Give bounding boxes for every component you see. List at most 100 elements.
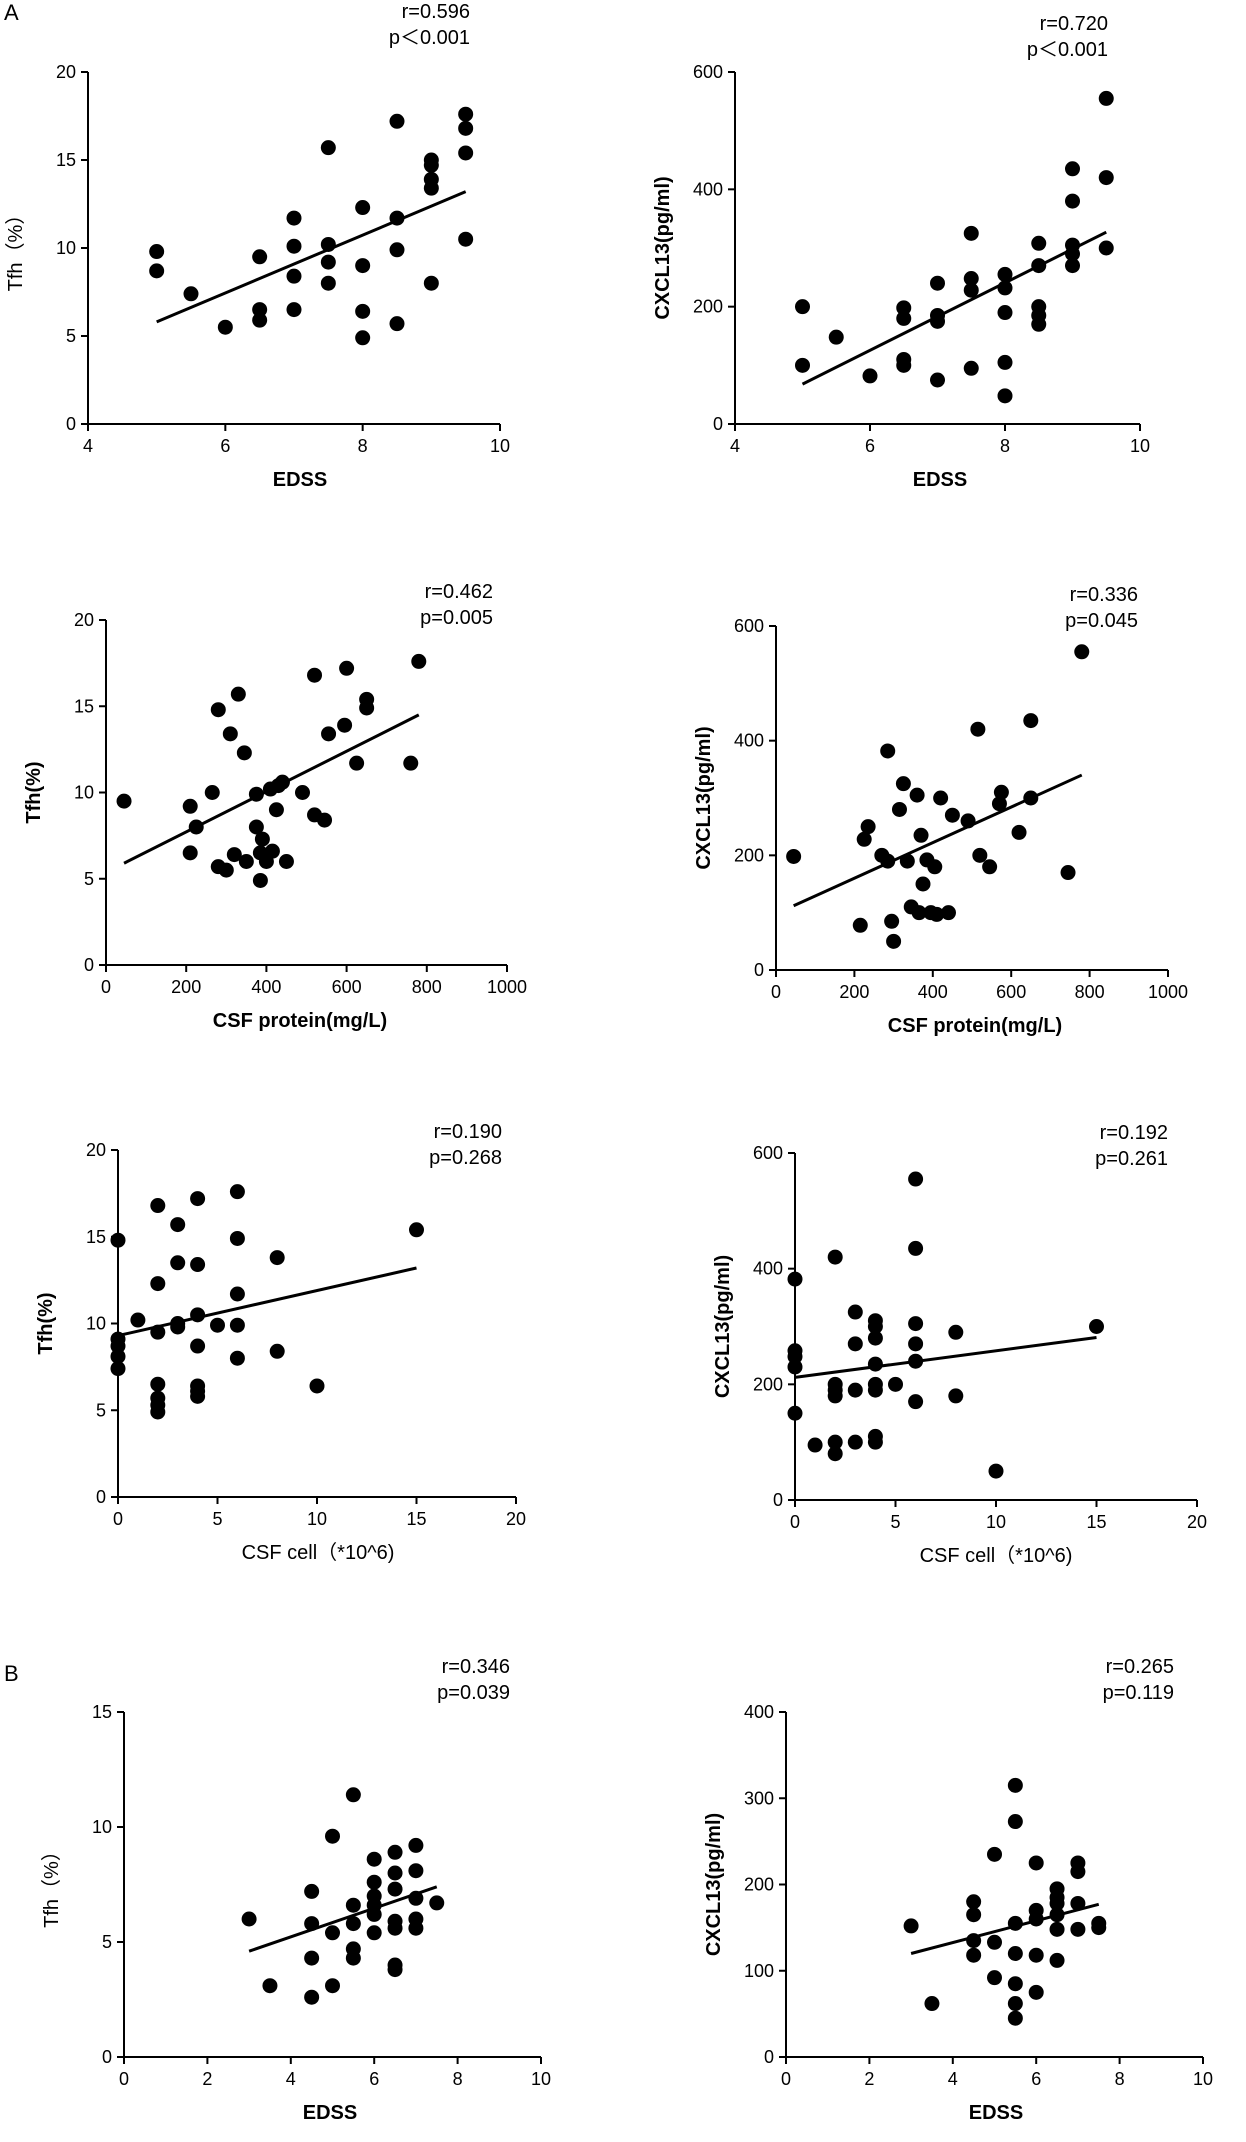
data-point <box>896 310 912 326</box>
data-point <box>149 263 165 279</box>
data-point <box>997 388 1013 404</box>
y-tick-label: 5 <box>96 1400 106 1420</box>
data-point <box>355 258 371 274</box>
chart-8: 0 2 4 6 8 100100200300400EDSSCXCL13(pg/ml)r=0… <box>703 1656 1213 2124</box>
y-tick-label: 200 <box>753 1374 783 1394</box>
x-tick-label: 10 <box>490 436 510 456</box>
x-tick-label: 200 <box>171 977 201 997</box>
regression-line <box>910 1902 1100 1955</box>
x-axis-label: CSF cell（*10^6) <box>242 1541 395 1564</box>
data-point <box>110 1348 126 1364</box>
data-point <box>229 1317 245 1333</box>
data-point <box>150 1324 166 1340</box>
data-point <box>827 1249 843 1265</box>
data-point <box>325 1828 340 1844</box>
data-point <box>787 1271 803 1287</box>
data-point <box>389 316 405 332</box>
data-point <box>867 1434 883 1450</box>
y-tick-label: 200 <box>744 1875 774 1895</box>
y-axis-label: Tfh（%） <box>40 1841 63 1928</box>
data-point <box>1007 1976 1023 1992</box>
data-point <box>891 801 907 817</box>
x-tick-label: 6 <box>369 2069 379 2089</box>
y-axis-label: Tfh(%) <box>23 761 45 823</box>
x-tick-label: 1000 <box>487 977 527 997</box>
data-point <box>987 1846 1002 1862</box>
data-point <box>940 905 956 921</box>
data-point <box>966 1933 982 1949</box>
p-value: p=0.268 <box>429 1147 502 1169</box>
r-value: r=0.596 <box>402 1 470 23</box>
data-point <box>944 807 960 823</box>
data-point <box>963 282 979 298</box>
data-point <box>1060 865 1076 881</box>
x-tick-label: 400 <box>918 982 948 1002</box>
data-point <box>345 1950 361 1966</box>
y-tick-label: 10 <box>56 238 76 258</box>
data-point <box>963 360 979 376</box>
data-point <box>1031 235 1047 251</box>
x-tick-label: 10 <box>1193 2069 1213 2089</box>
x-tick-label: 4 <box>948 2069 958 2089</box>
data-point <box>254 831 270 847</box>
data-point <box>895 776 911 792</box>
data-point <box>304 1916 320 1932</box>
data-point <box>966 1947 982 1963</box>
x-tick-label: 0 <box>119 2069 129 2089</box>
data-point <box>408 1837 424 1853</box>
x-tick-label: 5 <box>212 1509 222 1529</box>
r-value: r=0.346 <box>442 1656 510 1678</box>
data-point <box>828 329 844 345</box>
data-point <box>170 1217 186 1233</box>
data-point <box>204 785 220 800</box>
y-tick-label: 10 <box>86 1314 106 1334</box>
data-point <box>930 275 945 291</box>
data-point <box>1049 1952 1065 1968</box>
data-point <box>908 1171 924 1187</box>
data-point <box>355 303 371 319</box>
data-point <box>116 793 132 809</box>
data-point <box>304 1950 320 1966</box>
p-value: p=0.005 <box>420 607 493 629</box>
data-point <box>229 1350 245 1366</box>
x-tick-label: 10 <box>531 2069 551 2089</box>
r-value: r=0.190 <box>434 1121 502 1143</box>
data-point <box>325 1925 340 1941</box>
data-point <box>170 1319 186 1335</box>
data-point <box>110 1232 126 1248</box>
data-point <box>847 1434 863 1450</box>
data-point <box>997 305 1013 321</box>
chart-2: 4 6 8 10 0 200 400 600 EDSS CXCL13(pg/ml) r=0.720 p… <box>652 13 1150 491</box>
data-point <box>880 853 896 869</box>
y-tick-label: 400 <box>753 1259 783 1279</box>
data-point <box>389 210 405 226</box>
data-point <box>236 745 252 761</box>
data-point <box>188 819 204 835</box>
data-point <box>908 1316 924 1332</box>
x-tick-label: 2 <box>202 2069 212 2089</box>
data-point <box>908 1353 924 1369</box>
y-tick-label: 0 <box>773 1490 783 1510</box>
data-point <box>960 813 976 829</box>
data-point <box>852 917 868 933</box>
data-point <box>1091 1920 1107 1936</box>
x-tick-label: 4 <box>83 436 93 456</box>
y-tick-label: 300 <box>744 1788 774 1808</box>
data-point <box>366 1874 382 1890</box>
x-tick-label: 10 <box>986 1512 1006 1532</box>
data-point <box>248 786 264 802</box>
x-tick-label: 6 <box>220 436 230 456</box>
data-point <box>229 1286 245 1302</box>
data-point <box>1031 258 1047 274</box>
data-point <box>972 847 988 863</box>
data-point <box>862 368 878 384</box>
data-point <box>903 1918 919 1934</box>
data-point <box>963 271 979 287</box>
x-tick-label: 400 <box>251 977 281 997</box>
data-point <box>1065 161 1080 177</box>
data-point <box>1049 1907 1065 1923</box>
data-point <box>150 1276 166 1292</box>
y-tick-label: 600 <box>753 1143 783 1163</box>
data-point <box>320 140 336 156</box>
y-tick-label: 10 <box>92 1817 112 1837</box>
